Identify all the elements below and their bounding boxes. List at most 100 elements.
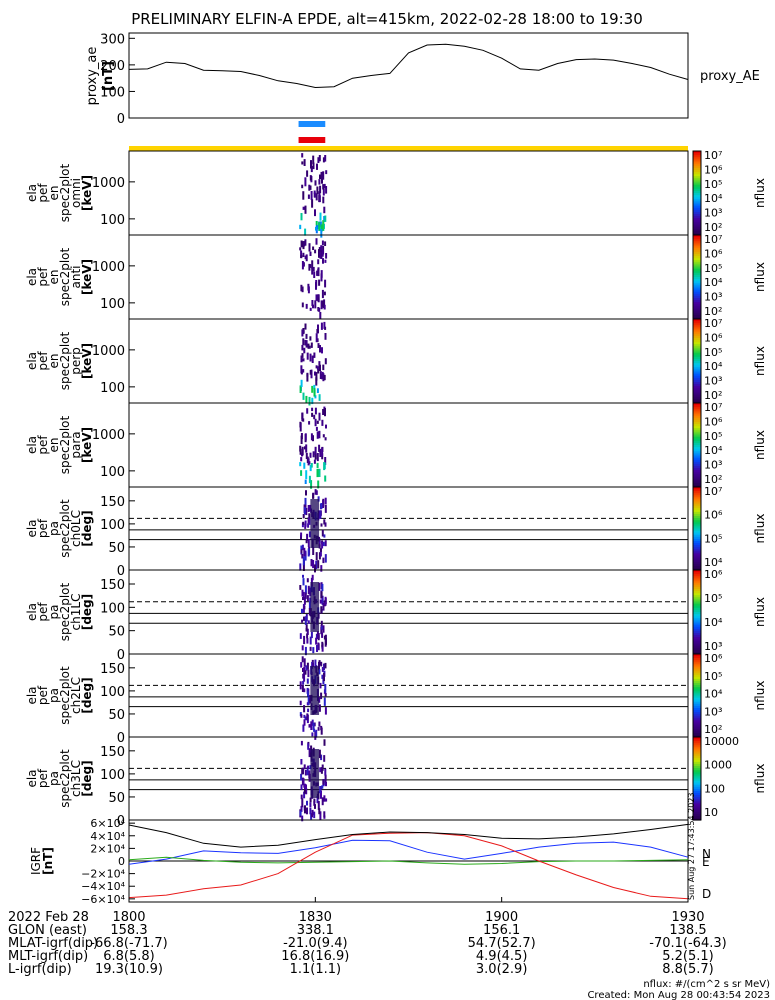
spectrogram-cell	[305, 333, 308, 339]
colorbar-cell	[693, 264, 701, 268]
spectrogram-cell	[316, 420, 319, 424]
colorbar-cell	[693, 497, 701, 501]
colorbar-cell	[693, 411, 701, 415]
y-tick-label: 150	[100, 662, 125, 677]
spectrogram-cell	[314, 564, 316, 573]
flux-units-note: nflux: #/(cm^2 s sr MeV)	[643, 979, 770, 990]
spectrogram-cell	[320, 606, 323, 614]
spectrogram-cell	[324, 259, 327, 263]
colorbar-cell	[693, 167, 701, 171]
colorbar-cell	[693, 516, 701, 519]
spectrogram-cell	[320, 224, 323, 232]
spectrogram-cell	[317, 297, 320, 302]
y-tick-label: 50	[108, 791, 125, 806]
colorbar-cell	[693, 588, 701, 592]
colorbar-cell	[693, 398, 701, 402]
panel-ylabel-line: spec2plot	[58, 331, 72, 390]
colorbar-cell	[693, 176, 701, 179]
colorbar-cell	[693, 235, 701, 238]
spectrogram-cell	[321, 583, 324, 592]
colorbar-cell	[693, 788, 701, 792]
ephem-value: 1.1(1.1)	[290, 962, 342, 977]
spectrogram-cell	[308, 608, 311, 616]
spectrogram-cell	[317, 496, 320, 502]
spectrogram-cell	[301, 261, 304, 270]
colorbar-cell	[693, 683, 701, 686]
spectrogram-cell	[319, 345, 321, 353]
colorbar-cell	[693, 277, 701, 280]
colorbar-cell	[693, 757, 701, 761]
spectrogram-cell	[321, 249, 324, 257]
spectrogram-cell	[315, 226, 317, 231]
spectrogram-cell	[300, 284, 303, 292]
spectrogram-cell	[312, 560, 315, 569]
colorbar-cell	[693, 660, 701, 663]
spectrogram-cell	[309, 797, 312, 803]
colorbar-cell	[693, 281, 701, 284]
spectrogram-cell	[319, 226, 322, 231]
spectrogram-cell	[317, 294, 320, 298]
colorbar-cell	[693, 658, 701, 661]
spectrogram-cell	[299, 585, 302, 590]
spectrogram-cell	[300, 662, 303, 668]
colorbar-label: nflux	[753, 430, 767, 460]
colorbar-frame	[692, 736, 702, 821]
pa-burst-core	[310, 666, 320, 715]
spectrogram-cell	[319, 811, 322, 820]
spectrogram-cell	[315, 560, 318, 570]
spectrogram-cell	[299, 563, 302, 571]
panel-ylabel-line: pa	[47, 521, 61, 536]
spectrogram-cell	[316, 469, 319, 478]
spectrogram-cell	[315, 729, 318, 738]
colorbar-cell	[693, 609, 701, 613]
colorbar-cell	[693, 793, 701, 796]
spectrogram-cell	[313, 384, 316, 390]
spectrogram-cell	[304, 205, 307, 212]
spectrogram-cell	[317, 368, 320, 374]
spectrogram-cell	[318, 669, 321, 675]
spectrogram-cell	[323, 697, 326, 706]
colorbar-cell	[693, 809, 701, 813]
colorbar-cell	[693, 755, 701, 759]
spectrogram-cell	[307, 194, 310, 199]
colorbar-cell	[693, 394, 701, 398]
spectrogram-cell	[318, 660, 321, 666]
colorbar-cell	[693, 354, 701, 358]
spectrogram-cell	[303, 791, 306, 799]
spectrogram-cell	[315, 238, 318, 245]
spectrogram-cell	[299, 422, 302, 432]
colorbar-cell	[693, 518, 701, 521]
spectrogram-cell	[308, 243, 311, 252]
spectrogram-cell	[309, 264, 312, 268]
spectrogram-cell	[314, 446, 317, 455]
spectrogram-cell	[322, 499, 325, 508]
colorbar-cell	[693, 563, 701, 567]
colorbar-cell	[693, 472, 701, 475]
colorbar-cell	[693, 241, 701, 244]
spectrogram-cell	[311, 355, 314, 363]
colorbar-cell	[693, 256, 701, 259]
colorbar-label: nflux	[753, 346, 767, 376]
colorbar-cell	[693, 287, 701, 291]
spectrogram-cell	[309, 452, 312, 458]
spectrogram-cell	[304, 552, 307, 561]
colorbar-tick-label: 10⁴	[704, 688, 723, 701]
colorbar-tick-label: 10³	[704, 640, 722, 653]
spectrogram-cell	[305, 452, 308, 459]
colorbar-cell	[693, 363, 701, 366]
spectrogram-cell	[314, 418, 317, 427]
panel-ylabel-line: ela	[25, 603, 39, 621]
spectrogram-cell	[315, 372, 318, 381]
spectrogram-cell	[322, 196, 325, 204]
colorbar-cell	[693, 159, 701, 163]
colorbar-cell	[693, 203, 701, 207]
spectrogram-cell	[318, 155, 321, 162]
panel-ylabel-line: perp	[69, 347, 83, 375]
colorbar-tick-label: 10⁷	[704, 149, 722, 162]
colorbar-tick-label: 10⁵	[704, 670, 722, 683]
ephem-value: -66.8(-71.7)	[90, 936, 167, 951]
y-tick-label: 0	[117, 564, 125, 579]
panel-ylabel-line: ela	[25, 686, 39, 704]
colorbar-cell	[693, 511, 701, 515]
